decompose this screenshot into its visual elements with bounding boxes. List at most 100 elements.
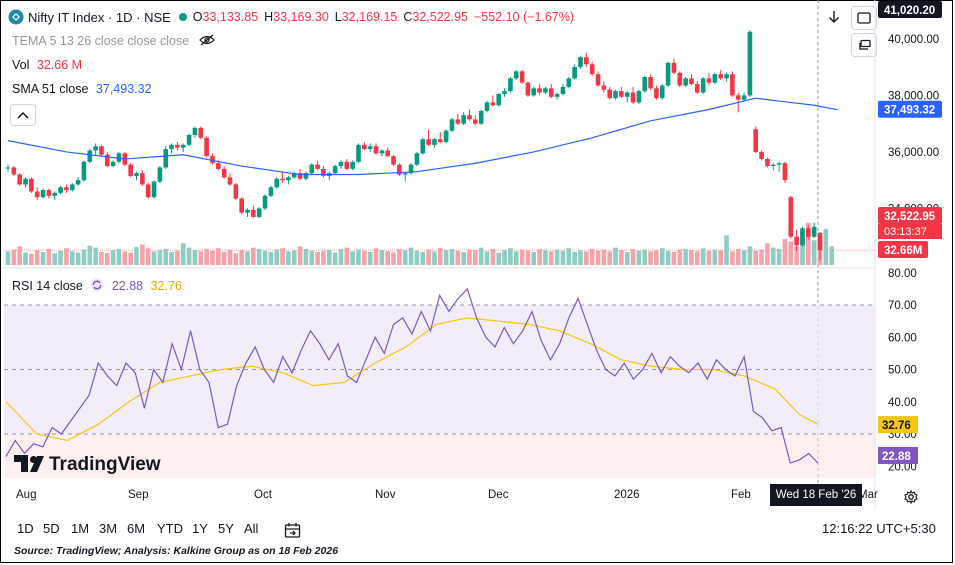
volume-bar <box>753 250 759 265</box>
volume-bar <box>186 247 192 265</box>
eye-hidden-icon[interactable] <box>198 34 215 46</box>
timeframe-button[interactable]: 1M <box>71 521 90 536</box>
volume-bar <box>432 251 437 265</box>
volume-bar <box>811 240 817 265</box>
countdown-bg <box>878 224 942 239</box>
volume-bar <box>87 245 93 265</box>
candle-body <box>268 187 274 196</box>
candle-body <box>794 236 799 246</box>
volume-bar <box>379 250 385 265</box>
time-tick-label: Sep <box>128 489 149 501</box>
volume-bar <box>478 247 484 265</box>
candle-body <box>23 178 28 185</box>
volume-bar <box>426 249 431 265</box>
candle-body <box>671 62 677 73</box>
candle-body <box>636 91 642 103</box>
refresh-icon[interactable] <box>90 278 104 292</box>
tema-indicator[interactable]: TEMA 5 13 26 close close close <box>12 34 215 48</box>
candles <box>5 30 823 261</box>
candle-body <box>291 173 297 178</box>
volume-bar <box>23 252 28 265</box>
candle-body <box>566 78 572 87</box>
panel-icon <box>859 39 871 50</box>
rsi-oversold-zone <box>4 434 875 478</box>
volume-bar <box>414 250 420 265</box>
volume-bar <box>321 251 326 265</box>
symbol-title[interactable]: Nifty IT Index · 1D · NSE <box>28 9 171 25</box>
volume-bar <box>788 241 794 265</box>
candle-body <box>87 150 93 162</box>
volume-bar <box>17 246 22 265</box>
sma-indicator[interactable]: SMA 51 close 37,493.32 <box>12 82 152 96</box>
candle-body <box>467 115 472 120</box>
volume-bar <box>659 248 665 265</box>
volume-bar <box>157 250 163 265</box>
volume-bar <box>5 251 11 265</box>
candle-body <box>706 78 712 83</box>
candle-body <box>256 208 262 217</box>
price-axis[interactable]: 40,000.0038,000.0036,000.0034,000.0041,0… <box>878 1 942 258</box>
candle-body <box>11 167 17 175</box>
volume-indicator[interactable]: Vol 32.66 M <box>12 58 82 72</box>
volume-bar <box>525 250 531 265</box>
volume-bar <box>578 250 583 265</box>
volume-bar <box>782 238 788 265</box>
collapse-legend-button[interactable] <box>10 104 36 126</box>
candle-body <box>677 72 683 86</box>
volume-bar <box>256 248 262 265</box>
volume-bar <box>210 250 215 265</box>
candle-body <box>508 78 513 92</box>
rsi-tick-label: 40.00 <box>888 397 917 409</box>
timeframe-button[interactable]: 6M <box>127 521 146 536</box>
timeframe-button[interactable]: 3M <box>99 521 118 536</box>
volume-bar <box>350 251 355 265</box>
volume-bar <box>730 251 735 265</box>
candle-body <box>484 102 490 111</box>
candle-body <box>642 77 648 92</box>
volume-bar <box>654 250 659 265</box>
volume-bar <box>58 250 63 265</box>
volume-bar <box>765 243 770 265</box>
chevron-up-icon <box>17 111 29 119</box>
timeframe-button[interactable]: 1D <box>17 521 34 536</box>
volume-bar <box>297 246 303 265</box>
rsi-axis[interactable]: 80.0070.0060.0050.0040.0030.0020.0032.76… <box>878 268 918 474</box>
rsi-indicator[interactable]: RSI 14 close 22.88 32.76 <box>12 278 182 293</box>
tradingview-watermark: TradingView <box>14 454 161 475</box>
timeframe-button[interactable]: YTD <box>157 521 183 536</box>
volume-bar <box>420 251 426 265</box>
volume-bar <box>385 251 391 265</box>
candle-body <box>770 164 776 167</box>
candle-body <box>490 102 496 106</box>
fullscreen-button[interactable] <box>851 6 877 30</box>
high-value: 33,169.30 <box>273 10 329 24</box>
volume-bar <box>64 248 69 265</box>
volume-bar <box>829 246 834 265</box>
volume-bar <box>601 249 607 265</box>
volume-bar <box>560 250 566 265</box>
timeframe-button[interactable]: 5D <box>43 521 60 536</box>
timeframe-button[interactable]: 5Y <box>218 521 234 536</box>
timeframe-button[interactable]: 1Y <box>192 521 208 536</box>
time-tick-label: Mar <box>858 489 878 501</box>
rsi-ma-value: 32.76 <box>150 279 182 293</box>
date-range-button[interactable] <box>282 520 302 540</box>
market-status-icon <box>178 13 187 21</box>
volume-bar <box>537 248 542 265</box>
timeframe-button[interactable]: All <box>244 521 259 536</box>
volume-bar <box>502 250 507 265</box>
layout-button[interactable] <box>851 33 877 57</box>
volume-bar <box>397 248 402 265</box>
volume-bar <box>712 249 718 265</box>
download-button[interactable] <box>824 6 844 28</box>
candle-body <box>624 92 630 97</box>
open-value: 33,133.85 <box>202 10 259 24</box>
volume-bar <box>706 250 712 265</box>
clock-timezone[interactable]: 12:16:22 UTC+5:30 <box>822 521 936 536</box>
candle-body <box>782 163 788 181</box>
candle-body <box>280 178 285 181</box>
volume-bar <box>496 252 502 265</box>
settings-button[interactable] <box>902 488 920 506</box>
volume-bar <box>326 250 332 265</box>
